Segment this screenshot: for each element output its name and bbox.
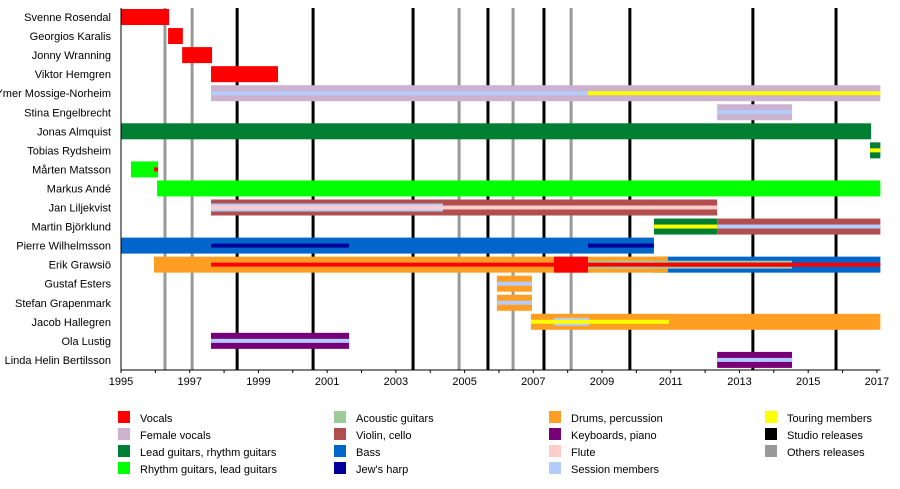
legend-label-studio: Studio releases <box>787 430 863 442</box>
member-name: Stefan Grapenmark <box>15 298 111 310</box>
legend-label-vocals: Vocals <box>140 413 173 425</box>
bar-jews-harp <box>587 243 654 248</box>
x-tick-label: 2017 <box>865 376 889 388</box>
bar-vocals <box>153 167 159 172</box>
member-name: Jan Liljekvist <box>49 203 111 215</box>
legend-swatch-acoustic-guitars <box>334 411 346 423</box>
member-name: Jonas Almquist <box>37 126 111 138</box>
bar-acoustic-guitars <box>587 260 793 263</box>
x-tick-label: 2013 <box>727 376 751 388</box>
member-name: Stina Engelbrecht <box>24 107 111 119</box>
legend-swatch-flute <box>549 445 561 457</box>
legend-label-flute: Flute <box>571 447 595 459</box>
bar-session <box>717 110 793 115</box>
legend-swatch-session <box>549 462 561 474</box>
member-name: Mårten Matsson <box>32 164 111 176</box>
legend-swatch-drums <box>549 411 561 423</box>
x-tick-label: 2003 <box>384 376 408 388</box>
member-name: Gustaf Esters <box>44 279 111 291</box>
member-name: Martin Björklund <box>32 222 111 234</box>
legend-label-drums: Drums, percussion <box>571 413 663 425</box>
legend-label-keyboards: Keyboards, piano <box>571 430 657 442</box>
x-tick-label: 2009 <box>590 376 614 388</box>
x-tick-label: 2001 <box>315 376 339 388</box>
legend-label-female-vocals: Female vocals <box>140 430 211 442</box>
legend-label-violin: Violin, cello <box>356 430 411 442</box>
bar-touring <box>870 148 881 153</box>
member-bars <box>121 9 881 368</box>
member-name: Jacob Hallegren <box>32 317 112 329</box>
member-name: Svenne Rosendal <box>24 12 111 24</box>
bar-vocals <box>211 66 279 83</box>
member-name: Pierre Wilhelmsson <box>16 241 111 253</box>
legend-label-acoustic-guitars: Acoustic guitars <box>356 413 434 425</box>
member-name: Viktor Hemgren <box>35 69 111 81</box>
x-tick-label: 1997 <box>177 376 201 388</box>
bar-session <box>496 300 532 305</box>
legend-swatch-studio <box>765 428 777 440</box>
bar-lead-guitars <box>121 123 872 140</box>
member-name: Ola Lustig <box>61 336 111 348</box>
bar-acoustic-guitars <box>587 266 793 269</box>
member-names: Svenne Rosendal Georgios Karalis Jonny Wra… <box>0 12 111 367</box>
member-name: Markus Andé <box>47 183 111 195</box>
bar-vocals <box>168 28 183 45</box>
bar-session <box>496 281 532 286</box>
x-axis: 1995 1997 1999 2001 2003 2005 2007 2009 2011 2013… <box>109 8 889 388</box>
bar-drums <box>530 313 881 330</box>
legend-swatch-female-vocals <box>118 428 130 440</box>
bar-jews-harp <box>211 243 350 248</box>
member-name: Ymer Mossige-Norheim <box>0 88 111 100</box>
bar-touring <box>587 91 881 96</box>
legend-swatch-jews-harp <box>334 462 346 474</box>
x-tick-label: 1995 <box>109 376 133 388</box>
member-name: Linda Helin Bertilsson <box>5 355 111 367</box>
legend-swatch-others <box>765 445 777 457</box>
member-name: Georgios Karalis <box>30 31 112 43</box>
legend-label-touring: Touring members <box>787 413 872 425</box>
bar-bass <box>121 237 654 254</box>
x-tick-label: 2015 <box>796 376 820 388</box>
x-tick-label: 2007 <box>521 376 545 388</box>
member-name: Erik Grawsiö <box>49 260 111 272</box>
bar-rhythm-guitars <box>130 161 159 178</box>
legend-swatch-rhythm-guitars <box>118 462 130 474</box>
x-tick-label: 1999 <box>246 376 270 388</box>
bar-session <box>717 224 881 229</box>
legend-label-lead-guitars: Lead guitars, rhythm guitars <box>140 447 277 459</box>
legend: Vocals Female vocals Lead guitars, rhythm … <box>118 411 872 476</box>
bar-rhythm-guitars <box>157 180 881 197</box>
bar-session <box>211 338 350 343</box>
member-name: Tobias Rydsheim <box>27 145 111 157</box>
bar-touring <box>530 319 670 324</box>
bar-session <box>717 357 793 362</box>
bar-vocals <box>553 256 588 273</box>
legend-label-bass: Bass <box>356 447 381 459</box>
bar-vocals <box>121 9 170 25</box>
legend-label-session: Session members <box>571 464 660 476</box>
legend-swatch-keyboards <box>549 428 561 440</box>
bar-touring <box>653 224 718 229</box>
legend-label-jews-harp: Jew's harp <box>356 464 408 476</box>
legend-label-rhythm-guitars: Rhythm guitars, lead guitars <box>140 464 277 476</box>
bar-vocals <box>211 262 881 267</box>
legend-swatch-lead-guitars <box>118 445 130 457</box>
x-tick-label: 2011 <box>659 376 683 388</box>
legend-swatch-bass <box>334 445 346 457</box>
legend-swatch-violin <box>334 428 346 440</box>
x-tick-label: 2005 <box>452 376 476 388</box>
legend-label-others: Others releases <box>787 447 865 459</box>
legend-swatch-touring <box>765 411 777 423</box>
bar-session <box>211 91 588 96</box>
bar-vocals <box>182 47 213 64</box>
bar-flute <box>211 205 718 210</box>
member-name: Jonny Wranning <box>32 50 111 62</box>
legend-swatch-vocals <box>118 411 130 423</box>
